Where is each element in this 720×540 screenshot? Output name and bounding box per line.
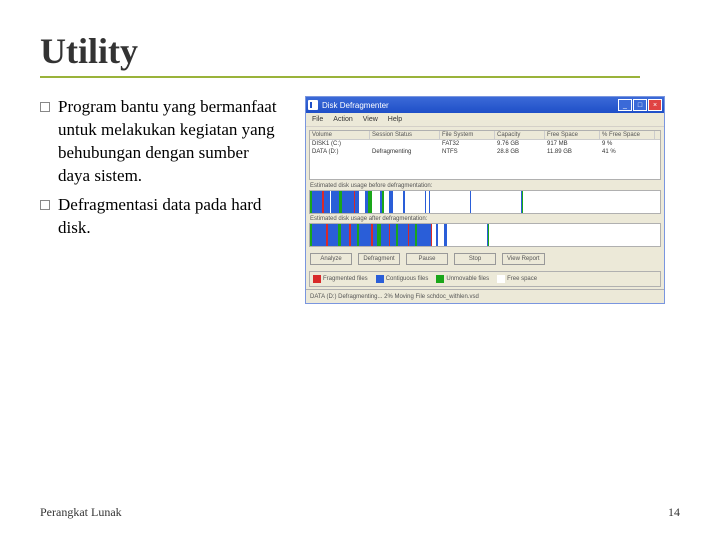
cell: 917 MB — [545, 140, 600, 148]
before-label: Estimated disk usage before defragmentat… — [310, 183, 660, 189]
menu-action[interactable]: Action — [333, 116, 352, 123]
bullet-item: Program bantu yang bermanfaat untuk mela… — [40, 96, 280, 188]
legend-label: Unmovable files — [446, 276, 489, 282]
defragment-button[interactable]: Defragment — [358, 253, 400, 265]
col-pct: % Free Space — [600, 131, 655, 139]
menu-file[interactable]: File — [312, 116, 323, 123]
content-area: Program bantu yang bermanfaat untuk mela… — [40, 96, 680, 497]
legend-label: Free space — [507, 276, 537, 282]
bullet-text: Program bantu yang bermanfaat untuk mela… — [58, 96, 280, 188]
frag-segment — [341, 224, 349, 246]
cell: 41 % — [600, 148, 655, 156]
minimize-button[interactable]: _ — [618, 99, 632, 111]
usage-bar-before — [309, 190, 661, 214]
legend-item: Fragmented files — [313, 275, 368, 283]
frag-segment — [381, 224, 389, 246]
slide: Utility Program bantu yang bermanfaat un… — [0, 0, 720, 540]
window-buttons: _ □ × — [618, 99, 662, 111]
swatch-icon — [313, 275, 321, 283]
frag-segment — [372, 191, 380, 213]
frag-segment — [342, 191, 354, 213]
swatch-icon — [436, 275, 444, 283]
square-bullet-icon — [40, 200, 50, 210]
frag-segment — [447, 224, 487, 246]
legend-item: Free space — [497, 275, 537, 283]
volume-list: Volume Session Status File System Capaci… — [309, 130, 661, 180]
view-report-button[interactable]: View Report — [502, 253, 545, 265]
footer: Perangkat Lunak 14 — [40, 505, 680, 520]
cell: DISK1 (C:) — [310, 140, 370, 148]
pause-button[interactable]: Pause — [406, 253, 448, 265]
footer-left: Perangkat Lunak — [40, 505, 122, 520]
window-title: Disk Defragmenter — [322, 101, 618, 110]
frag-segment — [328, 224, 338, 246]
volume-row[interactable]: DATA (D:) Defragmenting NTFS 28.8 GB 11.… — [310, 148, 660, 156]
frag-segment — [359, 224, 371, 246]
cell: DATA (D:) — [310, 148, 370, 156]
menu-help[interactable]: Help — [388, 116, 402, 123]
cell — [370, 140, 440, 148]
screenshot-column: Disk Defragmenter _ □ × File Action View… — [290, 96, 680, 497]
close-button[interactable]: × — [648, 99, 662, 111]
legend-label: Fragmented files — [323, 276, 368, 282]
maximize-button[interactable]: □ — [633, 99, 647, 111]
frag-segment — [393, 191, 403, 213]
legend-item: Unmovable files — [436, 275, 489, 283]
frag-segment — [331, 191, 339, 213]
page-number: 14 — [668, 505, 680, 520]
bullet-text: Defragmentasi data pada hard disk. — [58, 194, 280, 240]
frag-segment — [312, 191, 322, 213]
cell: 28.8 GB — [495, 148, 545, 156]
usage-bar-after — [309, 223, 661, 247]
button-row: Analyze Defragment Pause Stop View Repor… — [310, 253, 660, 265]
frag-segment — [523, 191, 643, 213]
cell: Defragmenting — [370, 148, 440, 156]
bullet-item: Defragmentasi data pada hard disk. — [40, 194, 280, 240]
cell: FAT32 — [440, 140, 495, 148]
col-free: Free Space — [545, 131, 600, 139]
cell: 9 % — [600, 140, 655, 148]
swatch-icon — [497, 275, 505, 283]
frag-segment — [405, 191, 425, 213]
defrag-window: Disk Defragmenter _ □ × File Action View… — [305, 96, 665, 304]
col-status: Session Status — [370, 131, 440, 139]
slide-title: Utility — [40, 30, 680, 72]
col-volume: Volume — [310, 131, 370, 139]
after-label: Estimated disk usage after defragmentati… — [310, 216, 660, 222]
cell: 9.76 GB — [495, 140, 545, 148]
statusbar: DATA (D:) Defragmenting... 2% Moving Fil… — [306, 289, 664, 303]
legend: Fragmented files Contiguous files Unmova… — [309, 271, 661, 287]
cell: NTFS — [440, 148, 495, 156]
frag-segment — [312, 224, 326, 246]
analyze-button[interactable]: Analyze — [310, 253, 352, 265]
cell: 11.89 GB — [545, 148, 600, 156]
menubar: File Action View Help — [306, 113, 664, 127]
volume-row[interactable]: DISK1 (C:) FAT32 9.76 GB 917 MB 9 % — [310, 140, 660, 148]
col-fs: File System — [440, 131, 495, 139]
bullets-column: Program bantu yang bermanfaat untuk mela… — [40, 96, 280, 497]
app-icon — [308, 100, 318, 110]
titlebar: Disk Defragmenter _ □ × — [306, 97, 664, 113]
status-text: DATA (D:) Defragmenting... 2% Moving Fil… — [310, 294, 479, 300]
legend-item: Contiguous files — [376, 275, 429, 283]
swatch-icon — [376, 275, 384, 283]
stop-button[interactable]: Stop — [454, 253, 496, 265]
square-bullet-icon — [40, 102, 50, 112]
volume-header: Volume Session Status File System Capaci… — [310, 131, 660, 140]
frag-segment — [489, 224, 619, 246]
legend-label: Contiguous files — [386, 276, 429, 282]
col-capacity: Capacity — [495, 131, 545, 139]
frag-segment — [471, 191, 521, 213]
menu-view[interactable]: View — [363, 116, 378, 123]
title-underline — [40, 76, 640, 78]
bullet-list: Program bantu yang bermanfaat untuk mela… — [40, 96, 280, 240]
frag-segment — [417, 224, 431, 246]
frag-segment — [430, 191, 470, 213]
frag-segment — [398, 224, 408, 246]
